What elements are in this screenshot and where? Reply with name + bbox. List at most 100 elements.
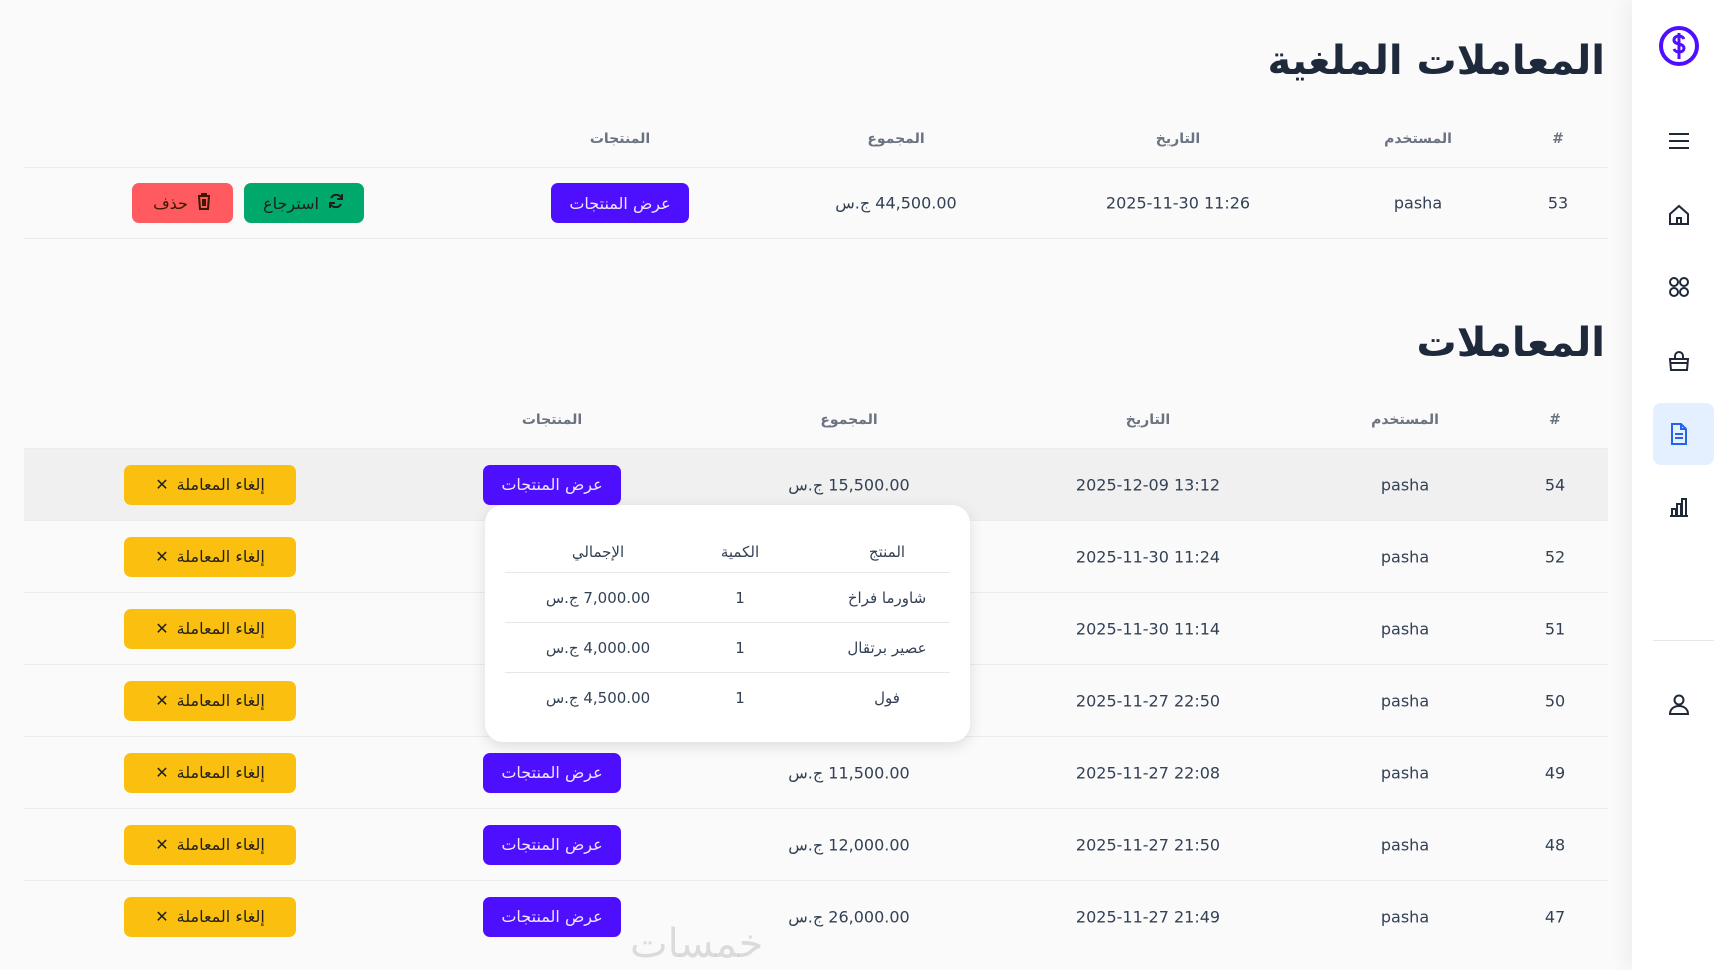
active-item-highlight	[1653, 403, 1714, 465]
row-id: 52	[1544, 547, 1566, 566]
button-label: إلغاء المعاملة	[176, 547, 265, 566]
table-row: 48 pasha 2025-11-27 21:50 12,000.00 ج.س …	[24, 808, 1608, 880]
button-label: إلغاء المعاملة	[176, 907, 265, 926]
button-label: عرض المنتجات	[501, 475, 603, 494]
close-icon: ✕	[155, 475, 169, 494]
document-icon[interactable]	[1665, 420, 1693, 448]
close-icon: ✕	[155, 835, 169, 854]
table-row: 52 pasha 2025-11-30 11:24 إلغاء المعاملة…	[24, 520, 1608, 592]
col-products: المنتجات	[589, 131, 651, 147]
row-id: 53	[1547, 193, 1569, 213]
row-date: 2025-11-27 21:49	[1075, 907, 1221, 926]
home-icon[interactable]	[1665, 201, 1693, 229]
row-user: pasha	[1380, 763, 1430, 782]
cancelled-table: # المستخدم التاريخ المجموع المنتجات 53 p…	[24, 111, 1608, 239]
popup-qty: 1	[735, 638, 745, 657]
col-total: المجموع	[820, 412, 878, 428]
button-label: عرض المنتجات	[501, 835, 603, 854]
popup-total: 4,000.00 ج.س	[545, 638, 651, 657]
cancel-transaction-button[interactable]: إلغاء المعاملة ✕	[124, 464, 296, 505]
button-label: عرض المنتجات	[569, 193, 671, 213]
cancel-transaction-button[interactable]: إلغاء المعاملة ✕	[124, 752, 296, 793]
popup-product: عصير برتقال	[847, 638, 927, 657]
cancel-transaction-button[interactable]: إلغاء المعاملة ✕	[124, 608, 296, 649]
button-label: عرض المنتجات	[501, 763, 603, 782]
close-icon: ✕	[155, 619, 169, 638]
sidebar-divider	[1653, 640, 1714, 641]
watermark-logo: خمسات	[630, 921, 764, 967]
close-icon: ✕	[155, 763, 169, 782]
row-user: pasha	[1380, 907, 1430, 926]
restore-button[interactable]: استرجاع	[244, 183, 364, 223]
popup-row: عصير برتقال 1 4,000.00 ج.س	[505, 622, 950, 672]
row-date: 2025-11-27 21:50	[1075, 835, 1221, 854]
row-date: 2025-11-30 11:14	[1075, 619, 1221, 638]
row-id: 49	[1544, 763, 1566, 782]
sidebar	[1632, 0, 1725, 970]
menu-icon[interactable]	[1665, 127, 1693, 155]
view-products-button[interactable]: عرض المنتجات	[483, 752, 621, 793]
popup-qty: 1	[735, 688, 745, 707]
cancel-transaction-button[interactable]: إلغاء المعاملة ✕	[124, 896, 296, 937]
view-products-button[interactable]: عرض المنتجات	[551, 183, 689, 223]
dollar-circle-icon[interactable]	[1658, 25, 1700, 67]
button-label: إلغاء المعاملة	[176, 691, 265, 710]
row-total: 44,500.00 ج.س	[835, 193, 957, 213]
table-row: 47 pasha 2025-11-27 21:49 26,000.00 ج.س …	[24, 880, 1608, 952]
button-label: إلغاء المعاملة	[176, 619, 265, 638]
close-icon: ✕	[155, 547, 169, 566]
shopping-bag-icon[interactable]	[1665, 347, 1693, 375]
delete-button[interactable]: حذف	[132, 183, 233, 223]
popup-product: شاورما فراخ	[847, 588, 927, 607]
refresh-icon	[327, 192, 345, 214]
cancel-transaction-button[interactable]: إلغاء المعاملة ✕	[124, 536, 296, 577]
row-user: pasha	[1380, 691, 1430, 710]
view-products-button[interactable]: عرض المنتجات	[483, 464, 621, 505]
table-header: # المستخدم التاريخ المجموع المنتجات	[24, 111, 1608, 167]
row-user: pasha	[1380, 475, 1430, 494]
popup-col-qty: الكمية	[720, 543, 760, 561]
cancel-transaction-button[interactable]: إلغاء المعاملة ✕	[124, 680, 296, 721]
button-label: استرجاع	[263, 193, 319, 213]
row-total: 12,000.00 ج.س	[788, 835, 910, 854]
col-user: المستخدم	[1371, 412, 1439, 428]
row-id: 47	[1544, 907, 1566, 926]
bar-chart-icon[interactable]	[1665, 493, 1693, 521]
popup-qty: 1	[735, 588, 745, 607]
row-id: 51	[1544, 619, 1566, 638]
button-label: عرض المنتجات	[501, 907, 603, 926]
popup-col-total: الإجمالي	[571, 543, 625, 561]
col-id: #	[1552, 131, 1564, 147]
row-user: pasha	[1380, 619, 1430, 638]
transactions-title: المعاملات	[1416, 320, 1605, 366]
col-id: #	[1549, 412, 1561, 428]
grid-icon[interactable]	[1665, 273, 1693, 301]
row-user: pasha	[1393, 193, 1443, 213]
products-popup: المنتج الكمية الإجمالي شاورما فراخ 1 7,0…	[485, 505, 970, 742]
row-user: pasha	[1380, 547, 1430, 566]
popup-row: شاورما فراخ 1 7,000.00 ج.س	[505, 572, 950, 622]
table-row: 53 pasha 2025-11-30 11:26 44,500.00 ج.س …	[24, 167, 1608, 239]
user-icon[interactable]	[1665, 690, 1693, 718]
row-total: 11,500.00 ج.س	[788, 763, 910, 782]
col-products: المنتجات	[521, 412, 583, 428]
col-user: المستخدم	[1384, 131, 1452, 147]
view-products-button[interactable]: عرض المنتجات	[483, 896, 621, 937]
col-total: المجموع	[867, 131, 925, 147]
row-id: 48	[1544, 835, 1566, 854]
transactions-table: # المستخدم التاريخ المجموع المنتجات 54 p…	[24, 392, 1608, 952]
row-date: 2025-11-30 11:24	[1075, 547, 1221, 566]
col-date: التاريخ	[1125, 412, 1171, 428]
button-label: إلغاء المعاملة	[176, 763, 265, 782]
popup-header: المنتج الكمية الإجمالي	[505, 527, 950, 577]
popup-product: فول	[874, 688, 900, 707]
cancelled-transactions-title: المعاملات الملغية	[1267, 38, 1605, 84]
col-date: التاريخ	[1155, 131, 1201, 147]
view-products-button[interactable]: عرض المنتجات	[483, 824, 621, 865]
row-id: 54	[1544, 475, 1566, 494]
row-total: 26,000.00 ج.س	[788, 907, 910, 926]
cancel-transaction-button[interactable]: إلغاء المعاملة ✕	[124, 824, 296, 865]
popup-row: فول 1 4,500.00 ج.س	[505, 672, 950, 722]
button-label: إلغاء المعاملة	[176, 475, 265, 494]
row-date: 2025-11-27 22:08	[1075, 763, 1221, 782]
